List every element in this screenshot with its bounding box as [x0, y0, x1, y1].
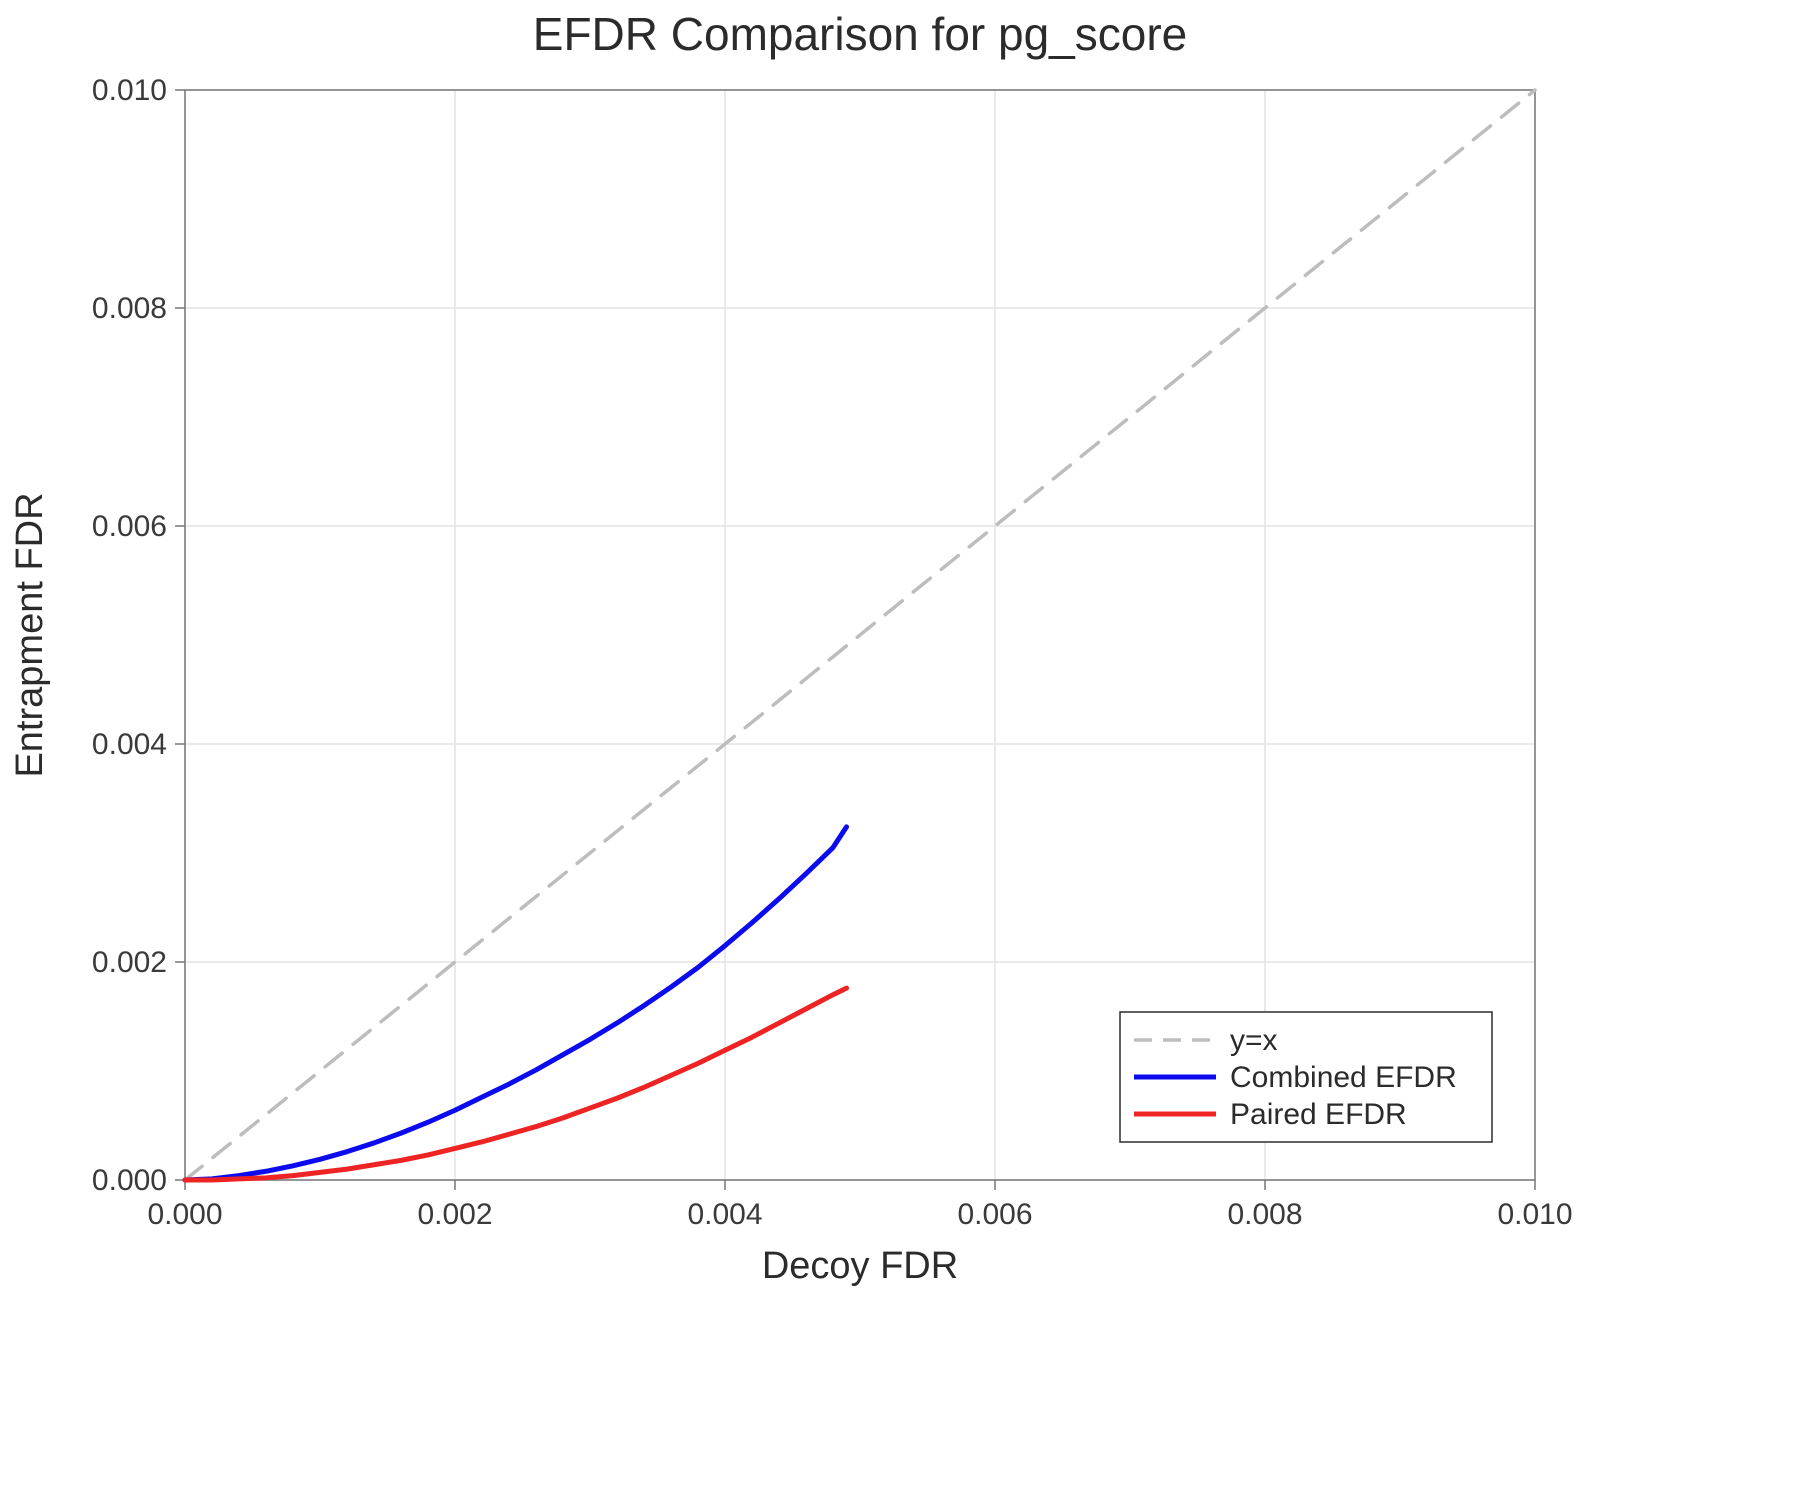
x-tick-label: 0.000 [147, 1198, 222, 1231]
series-line-y-x [183, 88, 1537, 1182]
legend-entry-label: y=x [1230, 1024, 1278, 1057]
y-axis-label: Entrapment FDR [9, 492, 51, 777]
plot-area: 0.000 0.002 0.004 0.006 0.008 0.010 0.000 0.002… [92, 74, 1573, 1231]
plot-frame [184, 89, 1536, 1181]
series-line-combined-efdr [182, 824, 849, 1183]
y-tick-label: 0.000 [92, 1164, 167, 1197]
axis-ticks: 0.000 0.002 0.004 0.006 0.008 0.010 0.000 0.002… [92, 74, 1573, 1231]
x-axis-label: Decoy FDR [762, 1245, 958, 1287]
x-tick-label: 0.008 [1227, 1198, 1302, 1231]
legend-entry-label: Paired EFDR [1230, 1098, 1407, 1131]
series-line-paired-efdr [182, 985, 849, 1183]
y-tick-label: 0.008 [92, 292, 167, 325]
legend: y=x Combined EFDR Paired EFDR [1119, 1011, 1493, 1143]
x-tick-label: 0.006 [957, 1198, 1032, 1231]
x-tick-label: 0.002 [417, 1198, 492, 1231]
x-tick-label: 0.004 [687, 1198, 762, 1231]
y-tick-label: 0.010 [92, 74, 167, 107]
legend-entry-label: Combined EFDR [1230, 1061, 1457, 1094]
y-tick-label: 0.002 [92, 946, 167, 979]
y-tick-label: 0.004 [92, 728, 167, 761]
y-tick-label: 0.006 [92, 510, 167, 543]
series-lines [182, 88, 1537, 1183]
chart-title: EFDR Comparison for pg_score [533, 8, 1187, 60]
x-tick-label: 0.010 [1497, 1198, 1572, 1231]
